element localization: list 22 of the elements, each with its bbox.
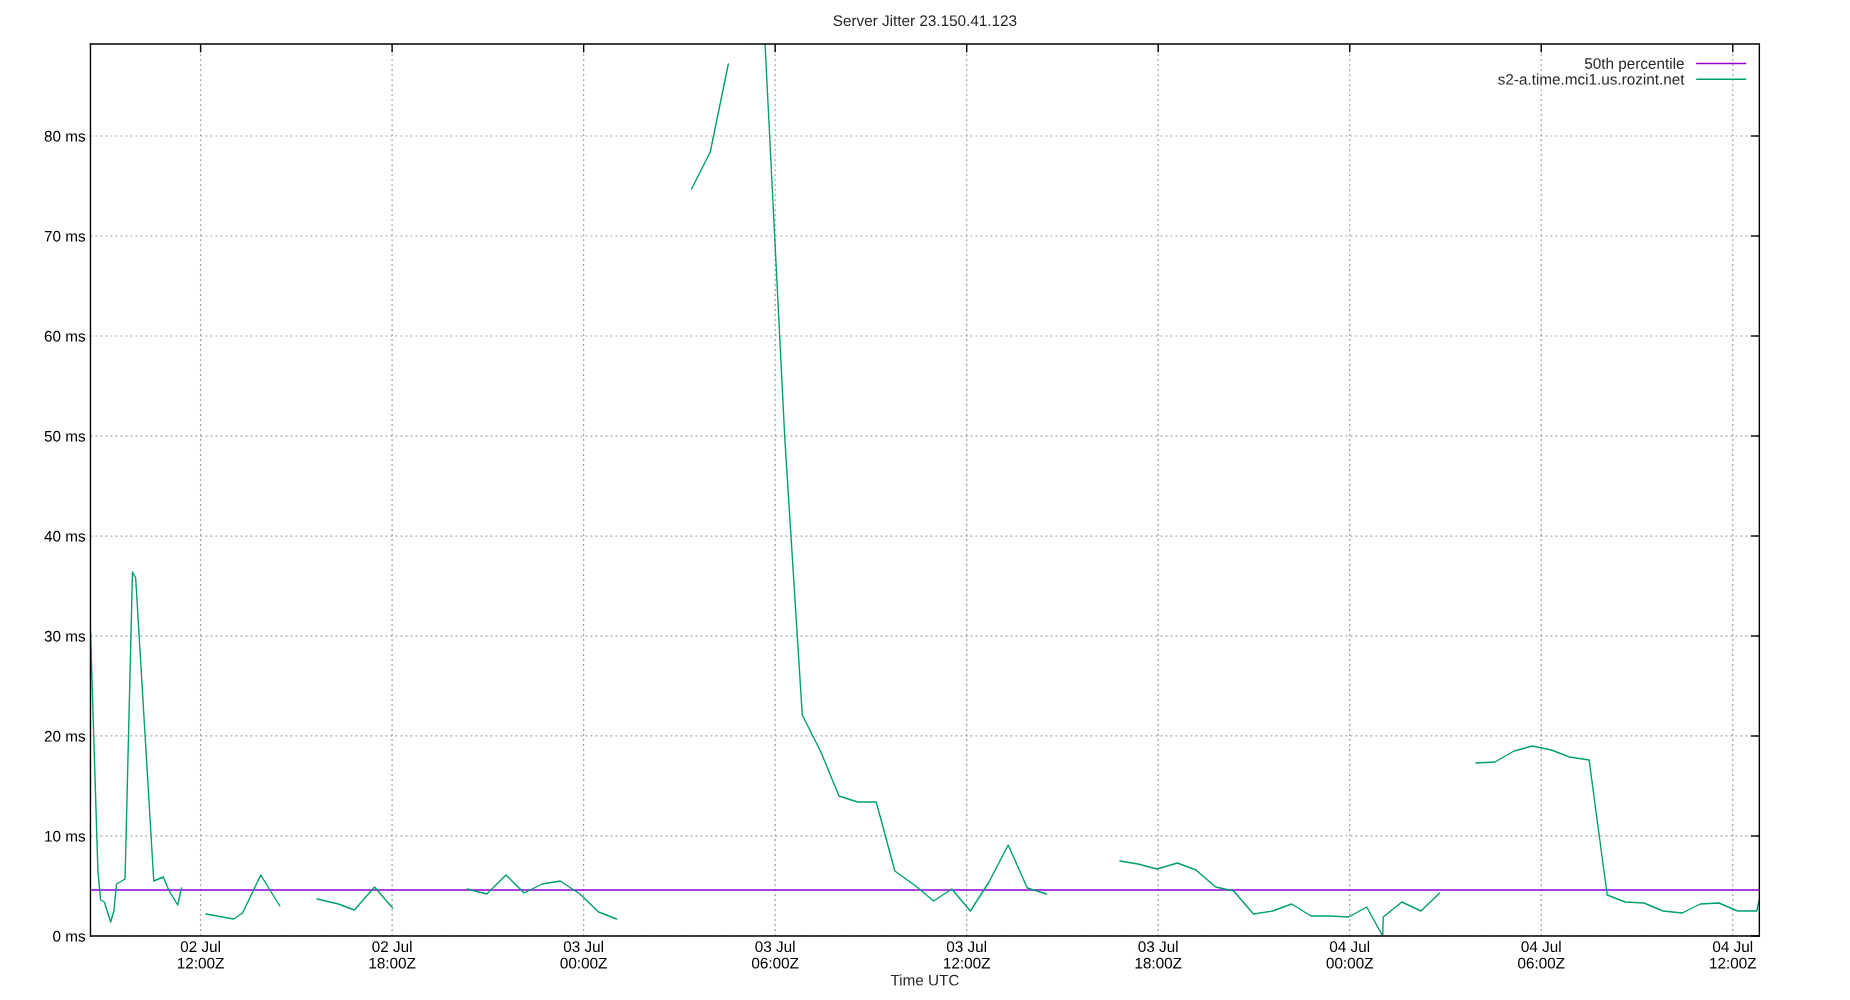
chart-title: Server Jitter 23.150.41.123 [833,14,1017,27]
x-tick-label: 03 Jul 12:00Z [944,940,990,969]
x-tick-label: 03 Jul 06:00Z [751,940,799,969]
y-tick-label: 30 ms [44,630,86,642]
y-tick-label: 10 ms [45,830,86,842]
x-tick-label: 02 Jul 12:00Z [177,940,224,969]
y-tick-label: 60 ms [44,330,86,342]
x-tick-label: 02 Jul 18:00Z [369,940,416,969]
x-tick-label: 04 Jul 00:00Z [1326,940,1374,969]
x-tick-label: 03 Jul 00:00Z [560,940,607,969]
y-tick-label: 80 ms [44,130,86,142]
legend-label: 50th percentile [1584,57,1684,72]
x-axis-title: Time UTC [890,974,959,986]
x-tick-label: 03 Jul 18:00Z [1135,940,1182,969]
y-tick-label: 0 ms [53,930,86,942]
y-tick-label: 70 ms [44,230,86,242]
y-tick-label: 40 ms [44,530,86,542]
x-tick-label: 04 Jul 12:00Z [1710,940,1757,969]
x-tick-label: 04 Jul 06:00Z [1518,940,1565,969]
y-tick-label: 50 ms [44,430,86,442]
legend-label: s2-a.time.mci1.us.rozint.net [1498,73,1685,85]
y-tick-label: 20 ms [44,730,86,742]
